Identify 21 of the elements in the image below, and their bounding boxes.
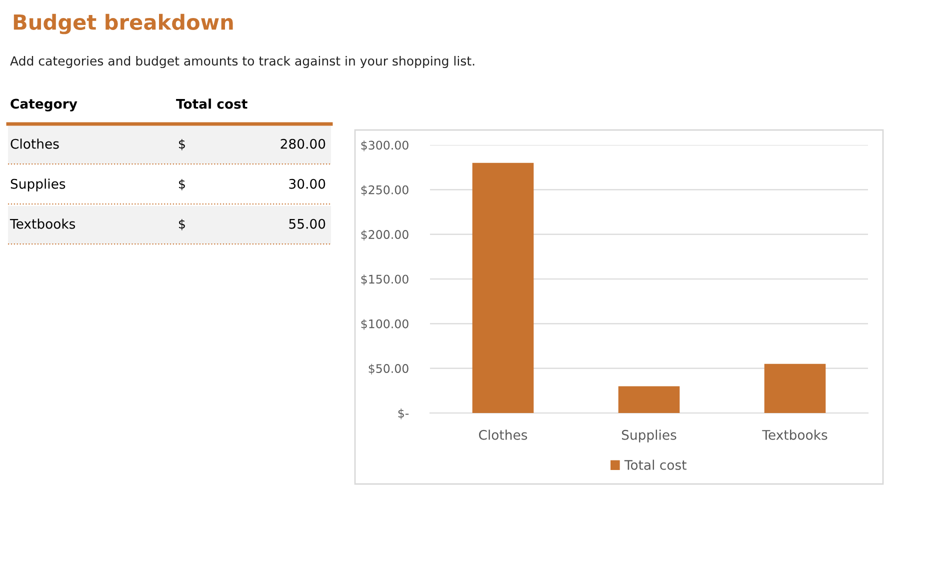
x-tick-label: Clothes [479,430,528,440]
x-tick-label: Textbooks [762,430,828,440]
text: Category [10,98,78,112]
y-tick-label: $300.00 [361,140,408,152]
y-tick-label: $100.00 [361,319,408,330]
category-label: Supplies [10,178,66,192]
y-tick-label: $200.00 [361,230,408,241]
category-label: Clothes [10,138,59,149]
text: Total cost [176,98,248,109]
text: $ 280.00 [179,138,326,150]
text: Budget breakdown [14,14,233,34]
y-tick-label: $50.00 [368,364,408,375]
text: Add categories and budget amounts to track against in your shopping list. [10,56,474,68]
y-tick-label: $- [398,408,409,420]
y-tick-label: $150.00 [361,274,408,286]
category-label: Textbooks [10,218,76,229]
text: $ 55.00 [179,218,326,230]
y-tick-label: $250.00 [361,185,408,196]
legend-label: Total cost [624,460,686,470]
x-tick-label: Supplies [622,430,676,442]
text: $ 30.00 [179,178,326,190]
